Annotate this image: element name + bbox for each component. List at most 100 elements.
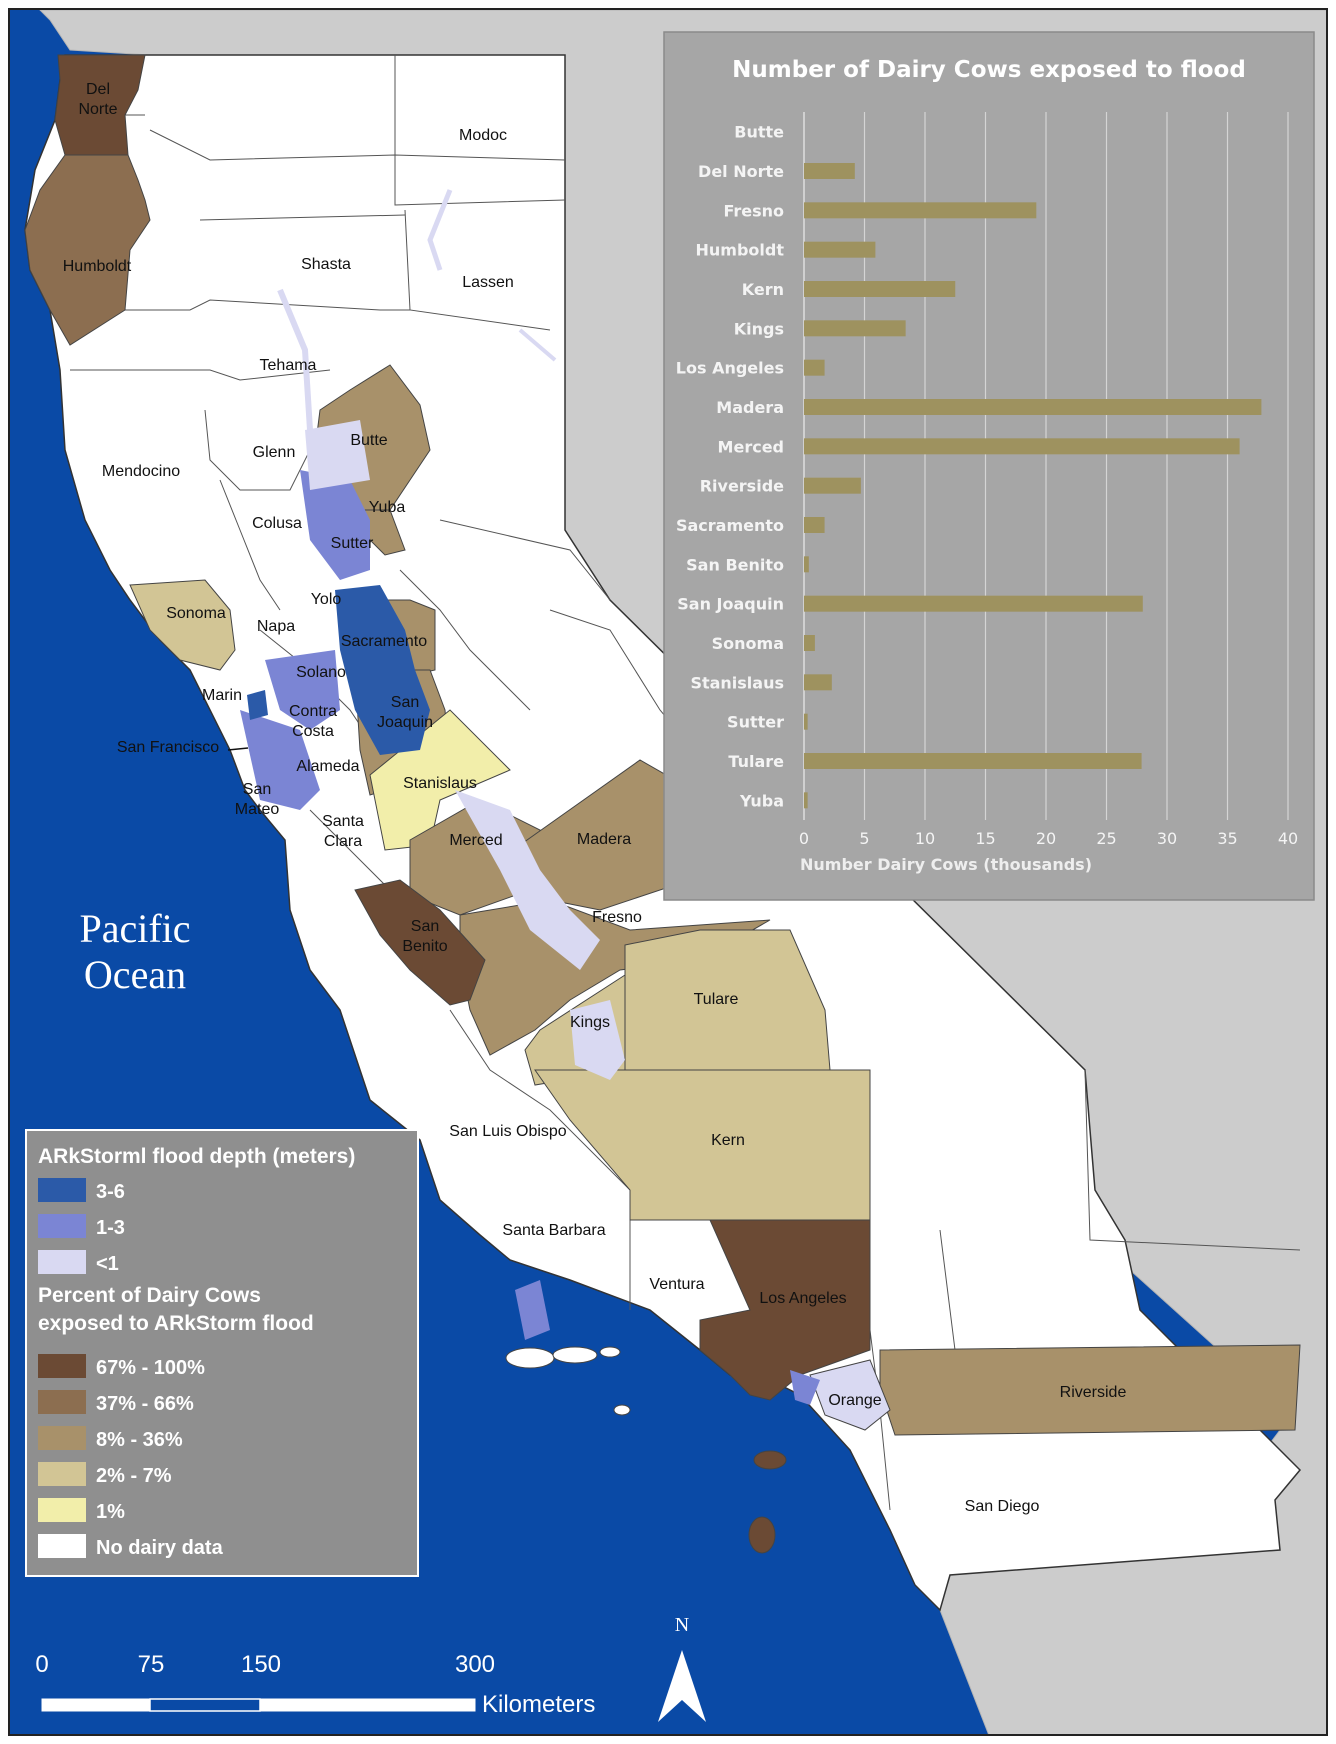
legend-flood-swatch (38, 1178, 86, 1202)
chart-category-label: Humboldt (696, 241, 785, 260)
county-kern (534, 1069, 871, 1221)
label-yuba: Yuba (369, 499, 406, 516)
chart-bar (804, 477, 861, 494)
label-los-angeles: Los Angeles (759, 1290, 846, 1307)
map-figure: Pacific Ocean Del Norte Modoc Humboldt S… (8, 8, 1328, 1736)
label-colusa: Colusa (252, 515, 302, 532)
chart-category-label: Tulare (728, 752, 784, 771)
chart-bar (804, 595, 1143, 612)
chart-category-label: Stanislaus (690, 673, 784, 692)
label-san-mateo-2: Mateo (235, 801, 280, 818)
chart-x-tick-label: 30 (1157, 829, 1177, 848)
label-napa: Napa (257, 618, 295, 635)
label-solano: Solano (296, 664, 346, 681)
chart-bar (804, 241, 876, 258)
map-legend: ARkStorml flood depth (meters) 3-61-3<1 … (25, 1129, 419, 1577)
legend-percent-title-1: Percent of Dairy Cows (38, 1284, 261, 1307)
chart-category-label: Merced (718, 437, 784, 456)
chart-bar (804, 753, 1142, 769)
label-san-benito-2: Benito (402, 938, 447, 955)
chart-category-label: San Joaquin (677, 595, 784, 614)
chart-category-label: Kern (742, 280, 784, 299)
scale-segment-3 (259, 1698, 476, 1712)
county-riverside (879, 1344, 1301, 1436)
legend-percent-swatch (38, 1390, 86, 1414)
label-shasta: Shasta (301, 256, 351, 273)
label-del-norte: Del (86, 81, 110, 98)
county-labels: Del Norte Modoc Humboldt Shasta Lassen T… (63, 81, 1127, 1515)
chart-bar (804, 556, 809, 573)
label-del-norte-2: Norte (78, 101, 117, 118)
chart-bar (804, 281, 956, 297)
legend-flood-label: 3-6 (96, 1181, 125, 1203)
dairy-cows-bar-chart: Number of Dairy Cows exposed to flood Bu… (663, 31, 1315, 901)
county-boundaries (60, 55, 1301, 1511)
chart-bar (804, 438, 1240, 455)
chart-category-label: Del Norte (698, 162, 784, 181)
county-sonoma (129, 579, 236, 671)
chart-category-label: Fresno (723, 201, 784, 220)
label-marin: Marin (202, 687, 242, 704)
label-merced: Merced (449, 832, 502, 849)
county-humboldt (24, 154, 151, 346)
label-kings: Kings (570, 1014, 610, 1031)
label-madera: Madera (577, 831, 631, 848)
legend-flood-swatch (38, 1250, 86, 1274)
label-san-mateo: San (243, 781, 271, 798)
label-santa-barbara: Santa Barbara (502, 1222, 605, 1239)
legend-flood-label: <1 (96, 1253, 119, 1275)
chart-bar (804, 163, 855, 179)
north-arrow: N (658, 1614, 706, 1722)
chart-x-tick-label: 40 (1278, 829, 1298, 848)
scale-tick-300: 300 (455, 1651, 495, 1678)
label-sonoma: Sonoma (166, 605, 226, 622)
scale-segment-2 (149, 1698, 261, 1712)
scale-segment-1 (41, 1698, 151, 1712)
label-sutter: Sutter (331, 535, 374, 552)
chart-bar (804, 359, 825, 376)
label-stanislaus: Stanislaus (403, 775, 477, 792)
label-san-joaquin-2: Joaquin (377, 714, 433, 731)
legend-percent-label: No dairy data (96, 1537, 224, 1559)
label-contra-costa: Contra (289, 703, 337, 720)
chart-bar (804, 517, 825, 533)
label-ventura: Ventura (649, 1276, 704, 1293)
scale-unit: Kilometers (482, 1691, 595, 1718)
ocean-label-line1: Pacific (79, 906, 190, 951)
chart-x-tick-label: 20 (1036, 829, 1056, 848)
label-san-francisco: San Francisco (117, 739, 219, 756)
chart-category-label: Sacramento (676, 516, 784, 535)
chart-x-tick-label: 0 (799, 829, 809, 848)
label-san-joaquin: San (391, 694, 419, 711)
flood-depth-areas (240, 189, 820, 1405)
chart-x-tick-label: 25 (1096, 829, 1116, 848)
legend-percent-swatch (38, 1426, 86, 1450)
legend-percent-label: 2% - 7% (96, 1465, 172, 1487)
ocean-label-line2: Ocean (84, 952, 186, 997)
label-santa-clara: Santa (322, 813, 364, 830)
legend-flood-label: 1-3 (96, 1217, 125, 1239)
label-glenn: Glenn (253, 444, 296, 461)
chart-bar (804, 674, 832, 691)
label-lassen: Lassen (462, 274, 514, 291)
label-kern: Kern (711, 1132, 745, 1149)
scale-tick-75: 75 (138, 1651, 165, 1678)
label-humboldt: Humboldt (63, 258, 132, 275)
legend-background (25, 1129, 419, 1577)
county-san-benito (354, 879, 486, 1006)
chart-title: Number of Dairy Cows exposed to flood (732, 57, 1246, 83)
chart-category-label: San Benito (686, 555, 784, 574)
san-francisco-leader (227, 747, 249, 751)
label-san-diego: San Diego (965, 1498, 1040, 1515)
county-stanislaus (369, 709, 511, 851)
label-alameda: Alameda (296, 758, 359, 775)
chart-x-axis-label: Number Dairy Cows (thousands) (800, 855, 1092, 874)
chart-bar (804, 792, 808, 809)
chart-bar (804, 202, 1037, 219)
legend-percent-title-2: exposed to ARkStorm flood (38, 1312, 314, 1335)
label-tulare: Tulare (694, 991, 739, 1008)
scale-bar: 0 75 150 300 Kilometers (35, 1651, 595, 1718)
label-san-benito: San (411, 918, 439, 935)
label-butte: Butte (350, 432, 387, 449)
label-riverside: Riverside (1060, 1384, 1127, 1401)
